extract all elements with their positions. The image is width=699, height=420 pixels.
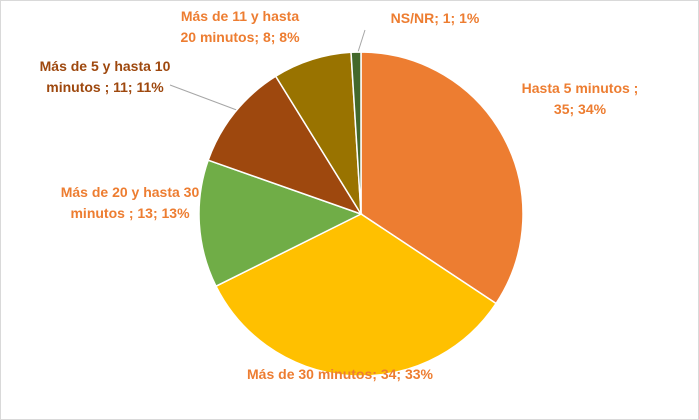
data-label: NS/NR; 1; 1% bbox=[390, 10, 480, 26]
pie-slice bbox=[214, 213, 498, 377]
data-label: Hasta 5 minutos ; 35; 34% bbox=[521, 80, 639, 117]
leader-line bbox=[357, 29, 366, 53]
data-label: Más de 11 y hasta 20 minutos; 8; 8% bbox=[180, 8, 300, 45]
pie-slice bbox=[198, 159, 363, 288]
data-label: Más de 30 minutos; 34; 33% bbox=[247, 366, 433, 382]
data-label: Más de 20 y hasta 30 minutos ; 13; 13% bbox=[60, 184, 200, 221]
data-label: Más de 5 y hasta 10 minutos ; 11; 11% bbox=[39, 58, 171, 95]
pie-slice bbox=[207, 75, 363, 216]
pie-slice bbox=[350, 51, 362, 215]
